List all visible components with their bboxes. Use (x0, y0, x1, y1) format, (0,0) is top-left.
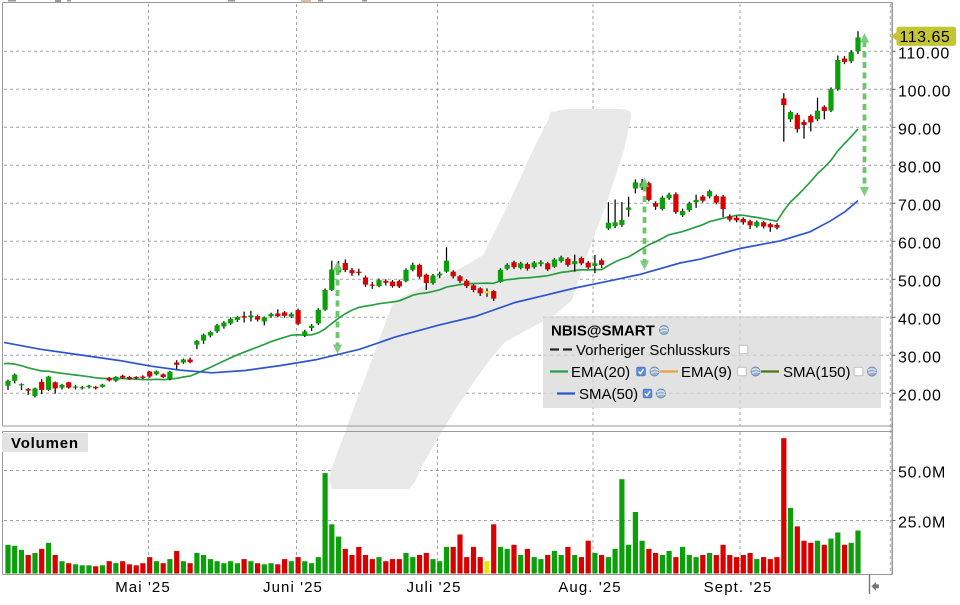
svg-text:Volumen: Volumen (11, 435, 79, 452)
svg-text:Sept. '25: Sept. '25 (704, 579, 773, 596)
svg-text:EMA(20): EMA(20) (571, 364, 630, 381)
svg-text:110.00: 110.00 (898, 45, 950, 62)
svg-text:Juli '25: Juli '25 (406, 579, 461, 596)
svg-text:60.00: 60.00 (898, 235, 942, 252)
svg-text:90.00: 90.00 (898, 121, 942, 138)
svg-text:113.65: 113.65 (900, 29, 951, 46)
svg-text:EMA(9): EMA(9) (681, 364, 732, 381)
svg-text:30.00: 30.00 (898, 349, 942, 366)
svg-text:80.00: 80.00 (898, 159, 942, 176)
svg-text:50.0M: 50.0M (898, 465, 946, 482)
svg-text:Vorheriger Schlusskurs: Vorheriger Schlusskurs (576, 342, 730, 359)
svg-text:20.00: 20.00 (898, 387, 942, 404)
svg-text:NBIS@SMART: NBIS@SMART (551, 323, 655, 340)
svg-text:Juni '25: Juni '25 (263, 579, 323, 596)
svg-text:25.0M: 25.0M (898, 515, 946, 532)
svg-text:SMA(150): SMA(150) (783, 364, 851, 381)
svg-text:SMA(50): SMA(50) (579, 386, 638, 403)
svg-text:100.00: 100.00 (898, 83, 951, 100)
svg-text:Aug. '25: Aug. '25 (558, 579, 621, 596)
svg-text:Mai '25: Mai '25 (115, 579, 171, 596)
svg-text:50.00: 50.00 (898, 273, 942, 290)
svg-text:70.00: 70.00 (898, 197, 942, 214)
svg-text:40.00: 40.00 (898, 311, 942, 328)
